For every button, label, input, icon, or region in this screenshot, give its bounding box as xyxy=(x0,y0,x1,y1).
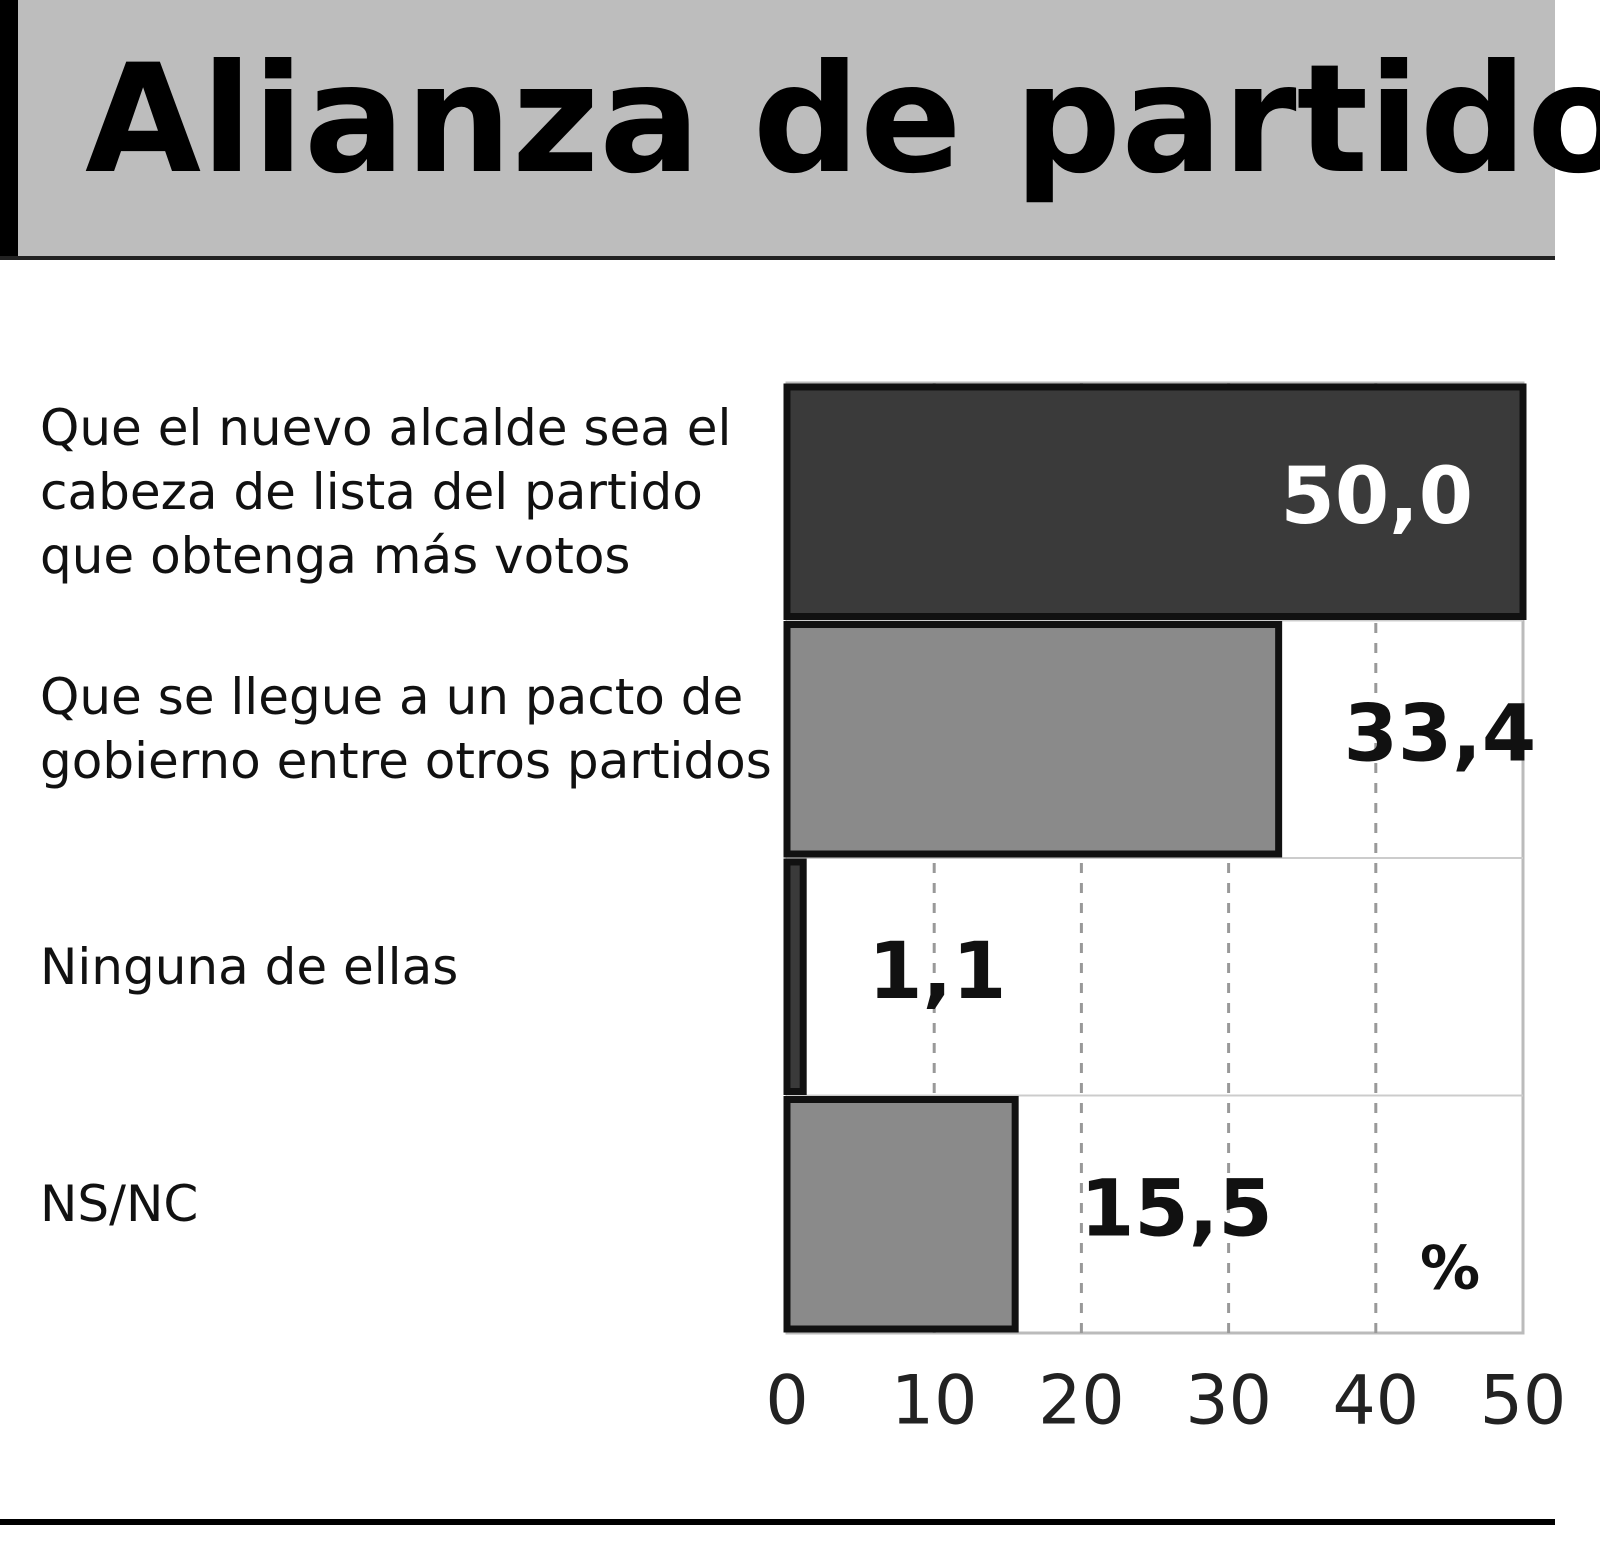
bar xyxy=(783,858,807,1095)
category-label: Que el nuevo alcalde sea el cabeza de li… xyxy=(40,398,732,585)
x-tick-label: 40 xyxy=(1333,1362,1420,1441)
bar xyxy=(783,1096,1019,1333)
x-tick-label: 20 xyxy=(1038,1362,1125,1441)
value-label: 50,0 xyxy=(1281,452,1473,542)
x-tick-label: 30 xyxy=(1185,1362,1272,1441)
value-label: 33,4 xyxy=(1344,690,1536,780)
x-tick-label: 0 xyxy=(765,1362,808,1441)
bar xyxy=(783,621,1283,858)
unit-label: % xyxy=(1420,1234,1480,1304)
value-label: 1,1 xyxy=(868,927,1006,1017)
x-tick-label: 10 xyxy=(891,1362,978,1441)
category-label: NS/NC xyxy=(40,1175,199,1234)
title-accent xyxy=(0,0,18,258)
x-tick-label: 50 xyxy=(1480,1362,1567,1441)
category-label: Ninguna de ellas xyxy=(40,937,459,996)
category-label: Que se llegue a un pacto de gobierno ent… xyxy=(40,668,772,791)
chart-title: Alianza de partidos xyxy=(85,33,1600,207)
title-band xyxy=(0,0,1555,258)
bar xyxy=(783,383,1527,620)
value-label: 15,5 xyxy=(1080,1165,1272,1255)
